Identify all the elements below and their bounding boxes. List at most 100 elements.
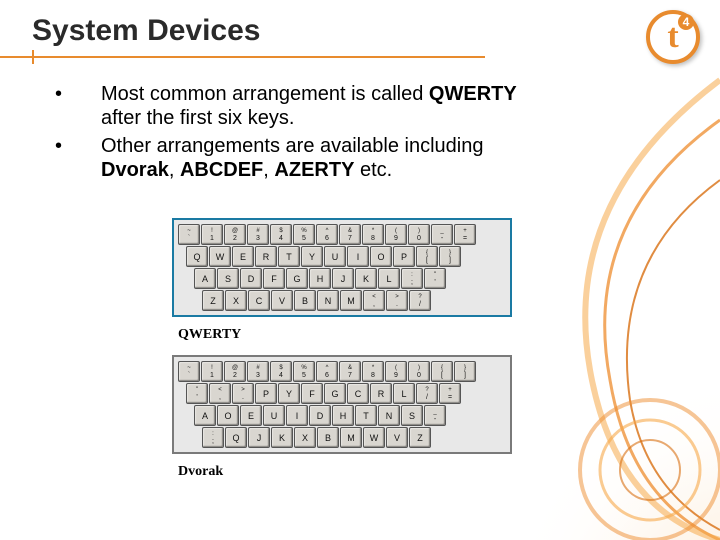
keyboard-key: *8 [362,224,384,245]
keyboard-key: X [294,427,316,448]
keyboard-key: V [271,290,293,311]
bullet-list: • Most common arrangement is called QWER… [55,82,535,186]
keyboard-key: X [225,290,247,311]
keyboard-key: U [263,405,285,426]
keyboard-key: ?/ [416,383,438,404]
keyboard-key: H [309,268,331,289]
keyboard-key: Q [225,427,247,448]
bullet-item: • Most common arrangement is called QWER… [55,82,535,130]
keyboard-key: B [317,427,339,448]
keyboard-image: ~`!1@2#3$4%5^6&7*8(9)0{[}]"'<,>.PYFGCRL?… [172,355,512,454]
keyboard-key: @2 [224,224,246,245]
keyboard-key: $4 [270,361,292,382]
keyboard-key: Y [278,383,300,404]
keyboard-key: "' [186,383,208,404]
keyboard-key: #3 [247,361,269,382]
keyboard-key: $4 [270,224,292,245]
keyboard-key: A [194,405,216,426]
keyboard-key: H [332,405,354,426]
keyboard-key: *8 [362,361,384,382]
keyboard-key: A [194,268,216,289]
keyboard-key: I [347,246,369,267]
keyboard-key: T [278,246,300,267]
keyboard-key: ^6 [316,224,338,245]
logo-letter: t [667,18,678,56]
keyboard-key: #3 [247,224,269,245]
keyboard-key: >. [386,290,408,311]
keyboard-key: W [209,246,231,267]
title-tick [32,50,34,64]
keyboard-key: O [370,246,392,267]
bullet-text: Most common arrangement is called QWERTY… [83,82,535,130]
keyboard-key: F [301,383,323,404]
keyboard-key: :; [202,427,224,448]
bullet-dot-icon: • [55,82,83,130]
keyboard-key: ~` [178,361,200,382]
keyboard-key: N [317,290,339,311]
keyboard-key: &7 [339,361,361,382]
keyboard-key: F [263,268,285,289]
keyboard-key: N [378,405,400,426]
keyboard-key: J [332,268,354,289]
keyboard-key: _- [431,224,453,245]
keyboard-key: E [240,405,262,426]
keyboard-caption: Dvorak [178,464,512,480]
keyboard-key: !1 [201,361,223,382]
keyboard-key: O [217,405,239,426]
keyboard-key: R [255,246,277,267]
keyboard-key: += [439,383,461,404]
keyboard-key: :; [401,268,423,289]
keyboard-key: <, [209,383,231,404]
keyboard-key: @2 [224,361,246,382]
keyboard-key: (9 [385,361,407,382]
logo: t 4 [646,10,700,64]
keyboard-image: ~`!1@2#3$4%5^6&7*8(9)0_-+=QWERTYUIOP{[}]… [172,218,512,317]
keyboard-key: K [355,268,377,289]
keyboard-key: Y [301,246,323,267]
keyboard-key: B [294,290,316,311]
keyboard-key: D [240,268,262,289]
keyboard-key: Q [186,246,208,267]
keyboard-key: C [248,290,270,311]
keyboard-key: Z [202,290,224,311]
keyboard-key: += [454,224,476,245]
keyboard-key: (9 [385,224,407,245]
keyboard-key: J [248,427,270,448]
keyboard-key: S [217,268,239,289]
keyboard-key: )0 [408,361,430,382]
keyboard-key: ^6 [316,361,338,382]
keyboard-key: P [255,383,277,404]
keyboard-key: C [347,383,369,404]
bullet-dot-icon: • [55,134,83,182]
keyboard-key: G [324,383,346,404]
keyboard-key: G [286,268,308,289]
keyboard-key: ?/ [409,290,431,311]
keyboard-key: <, [363,290,385,311]
keyboard-key: &7 [339,224,361,245]
keyboard-key: T [355,405,377,426]
bullet-item: • Other arrangements are available inclu… [55,134,535,182]
keyboard-key: >. [232,383,254,404]
keyboard-key: Z [409,427,431,448]
keyboard-key: %5 [293,361,315,382]
keyboard-key: W [363,427,385,448]
keyboard-key: !1 [201,224,223,245]
keyboard-key: U [324,246,346,267]
keyboard-key: _- [424,405,446,426]
slide: System Devices t 4 • Most common arrange… [0,0,720,540]
keyboard-key: {[ [431,361,453,382]
keyboard-key: "' [424,268,446,289]
keyboard-key: L [378,268,400,289]
keyboard-key: }] [454,361,476,382]
keyboard-key: S [401,405,423,426]
keyboard-key: V [386,427,408,448]
keyboard-key: {[ [416,246,438,267]
title-underline [0,56,485,58]
bullet-text: Other arrangements are available includi… [83,134,535,182]
keyboard-key: M [340,290,362,311]
keyboard-caption: QWERTY [178,327,512,343]
keyboard-key: L [393,383,415,404]
keyboard-key: }] [439,246,461,267]
keyboard-key: E [232,246,254,267]
keyboard-key: I [286,405,308,426]
